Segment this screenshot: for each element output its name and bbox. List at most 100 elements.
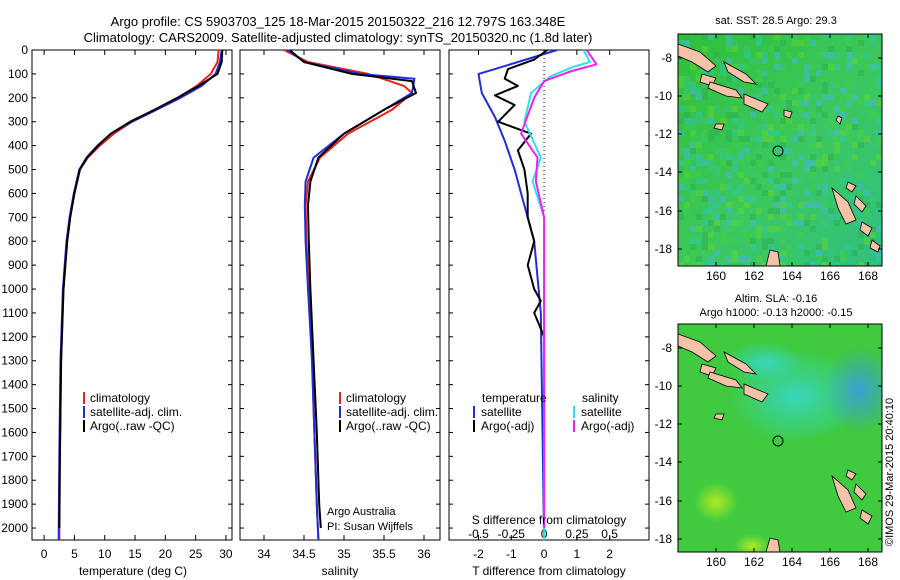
sst-pixel bbox=[750, 112, 756, 118]
sst-pixel bbox=[708, 118, 714, 124]
legend-label-argo: Argo(..raw -QC) bbox=[346, 419, 431, 433]
lat-tick-label: -18 bbox=[655, 242, 673, 256]
sst-pixel bbox=[708, 220, 714, 226]
sst-pixel bbox=[732, 142, 738, 148]
sst-pixel bbox=[870, 112, 876, 118]
sst-pixel bbox=[684, 94, 690, 100]
sst-pixel bbox=[870, 82, 876, 88]
sst-pixel bbox=[864, 202, 870, 208]
sst-pixel bbox=[738, 148, 744, 154]
x-tick-label: 36 bbox=[417, 547, 431, 561]
sst-pixel bbox=[708, 70, 714, 76]
sst-pixel bbox=[762, 106, 768, 112]
sst-pixel bbox=[774, 34, 780, 40]
sst-pixel bbox=[816, 202, 822, 208]
sst-pixel bbox=[732, 64, 738, 70]
sla-map-title-1: Altim. SLA: -0.16 bbox=[735, 293, 818, 305]
sst-pixel bbox=[678, 196, 684, 202]
sst-pixel bbox=[684, 34, 690, 40]
sst-pixel bbox=[822, 256, 828, 262]
sst-pixel bbox=[732, 112, 738, 118]
sst-pixel bbox=[864, 262, 870, 266]
sst-pixel bbox=[786, 202, 792, 208]
sst-pixel bbox=[726, 46, 732, 52]
sst-pixel bbox=[786, 148, 792, 154]
sst-pixel bbox=[798, 40, 804, 46]
series-line bbox=[283, 49, 413, 541]
sst-pixel bbox=[858, 190, 864, 196]
sst-pixel-field bbox=[678, 34, 882, 266]
sst-pixel bbox=[840, 178, 846, 184]
sst-pixel bbox=[738, 64, 744, 70]
series-line bbox=[477, 49, 558, 541]
sst-pixel bbox=[702, 34, 708, 40]
sst-pixel bbox=[822, 34, 828, 40]
sst-pixel bbox=[858, 130, 864, 136]
sst-pixel bbox=[774, 64, 780, 70]
legend-label-satellite: satellite-adj. clim. bbox=[346, 405, 438, 419]
sst-pixel bbox=[702, 178, 708, 184]
sst-pixel bbox=[828, 118, 834, 124]
sst-pixel bbox=[846, 40, 852, 46]
sst-pixel bbox=[684, 82, 690, 88]
sst-pixel bbox=[762, 136, 768, 142]
sst-pixel bbox=[726, 208, 732, 214]
sla-cyan-region bbox=[720, 340, 800, 380]
sst-pixel bbox=[720, 238, 726, 244]
sst-pixel bbox=[774, 178, 780, 184]
sst-pixel bbox=[750, 196, 756, 202]
sst-pixel bbox=[750, 214, 756, 220]
sst-pixel bbox=[708, 160, 714, 166]
sst-pixel bbox=[690, 172, 696, 178]
sst-pixel bbox=[834, 142, 840, 148]
sst-pixel bbox=[834, 148, 840, 154]
sst-pixel bbox=[846, 94, 852, 100]
sst-pixel bbox=[714, 58, 720, 64]
y-tick-label: 600 bbox=[8, 186, 28, 200]
sst-pixel bbox=[714, 250, 720, 256]
sst-pixel bbox=[690, 142, 696, 148]
sst-pixel bbox=[816, 190, 822, 196]
sst-pixel bbox=[810, 172, 816, 178]
sst-pixel bbox=[678, 178, 684, 184]
sst-pixel bbox=[702, 94, 708, 100]
sst-pixel bbox=[828, 154, 834, 160]
sst-pixel bbox=[822, 88, 828, 94]
sst-land bbox=[678, 43, 881, 266]
x-tick-label: 10 bbox=[98, 547, 112, 561]
lat-tick-label: -12 bbox=[655, 417, 673, 431]
sst-pixel bbox=[696, 142, 702, 148]
sst-pixel bbox=[816, 112, 822, 118]
sst-pixel bbox=[678, 82, 684, 88]
argo-position-marker bbox=[772, 145, 784, 157]
sst-pixel bbox=[786, 100, 792, 106]
sst-pixel bbox=[690, 262, 696, 266]
sst-pixel bbox=[846, 166, 852, 172]
sst-pixel bbox=[726, 172, 732, 178]
sst-pixel bbox=[702, 118, 708, 124]
sst-pixel bbox=[828, 94, 834, 100]
y-tick-label: 200 bbox=[8, 91, 28, 105]
sst-pixel bbox=[768, 82, 774, 88]
sst-pixel bbox=[726, 34, 732, 40]
sst-pixel bbox=[684, 160, 690, 166]
sst-pixel bbox=[804, 34, 810, 40]
sst-pixel bbox=[762, 178, 768, 184]
sst-pixel bbox=[810, 226, 816, 232]
sst-pixel bbox=[696, 238, 702, 244]
sst-pixel bbox=[816, 106, 822, 112]
sst-pixel bbox=[744, 262, 750, 266]
sst-pixel bbox=[708, 136, 714, 142]
sst-pixel bbox=[720, 262, 726, 266]
sst-pixel bbox=[870, 196, 876, 202]
lon-tick-label: 166 bbox=[820, 555, 840, 569]
sst-pixel bbox=[864, 52, 870, 58]
sst-pixel bbox=[828, 250, 834, 256]
sst-pixel bbox=[858, 172, 864, 178]
sst-pixel bbox=[756, 208, 762, 214]
sst-pixel bbox=[750, 160, 756, 166]
sst-pixel bbox=[738, 196, 744, 202]
sst-pixel bbox=[732, 130, 738, 136]
sst-pixel bbox=[828, 64, 834, 70]
sst-pixel bbox=[762, 238, 768, 244]
